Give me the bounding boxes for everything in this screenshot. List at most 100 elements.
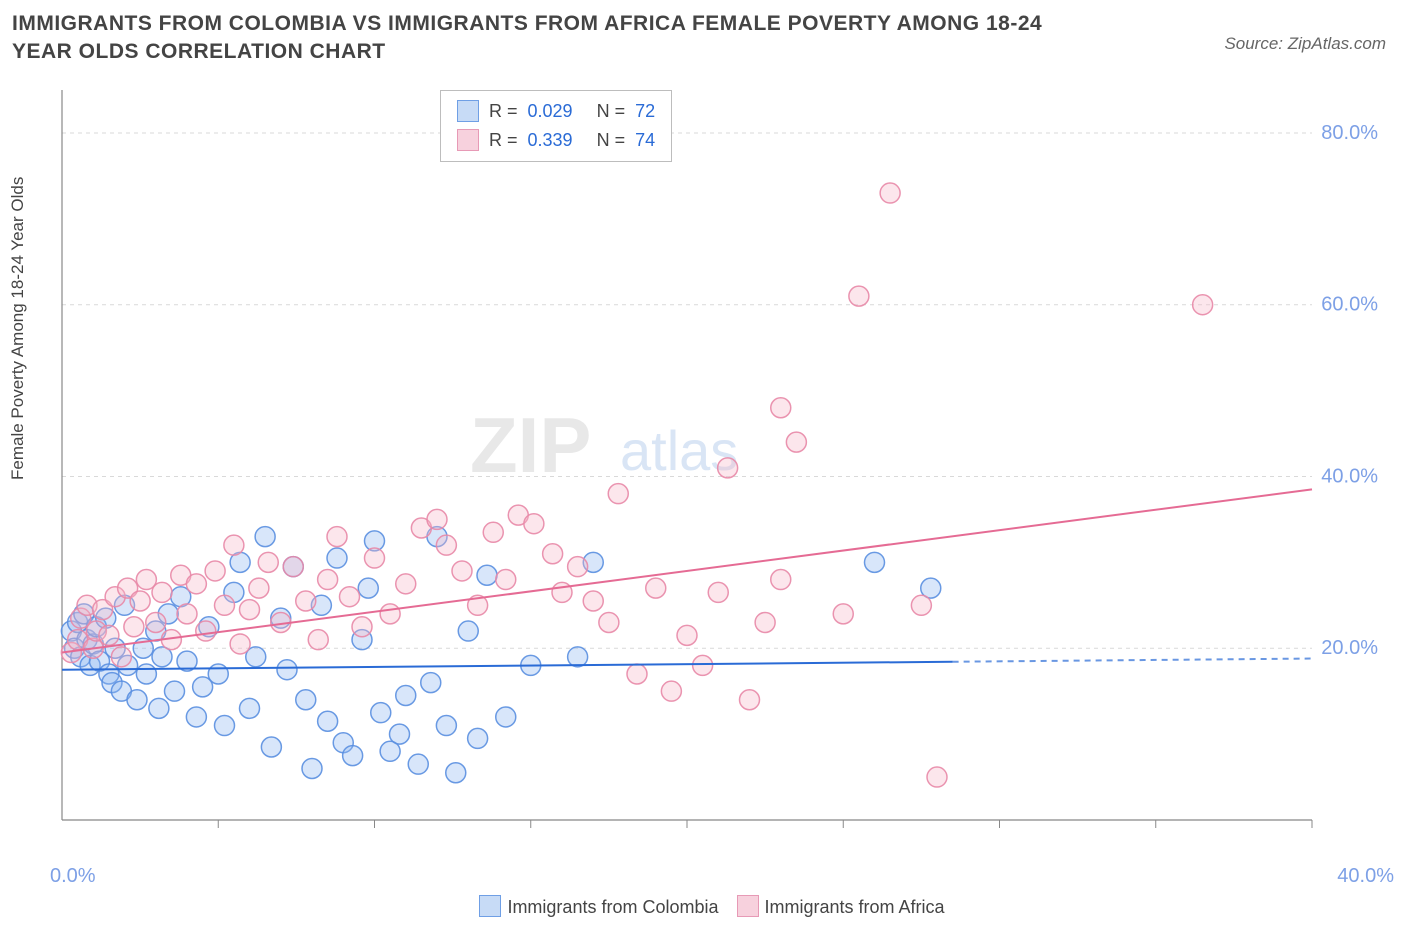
data-point	[215, 595, 235, 615]
stat-r-label: R =	[489, 126, 518, 155]
data-point	[124, 617, 144, 637]
legend-swatch	[457, 100, 479, 122]
data-point	[865, 552, 885, 572]
data-point	[296, 591, 316, 611]
data-point	[599, 612, 619, 632]
data-point	[408, 754, 428, 774]
data-point	[427, 509, 447, 529]
data-point	[208, 664, 228, 684]
data-point	[436, 716, 456, 736]
data-point	[661, 681, 681, 701]
data-point	[261, 737, 281, 757]
trend-line-extrapolated	[953, 659, 1312, 662]
x-axis-origin-label: 0.0%	[50, 865, 96, 888]
x-axis-end-label: 40.0%	[1337, 865, 1394, 888]
stats-row: R = 0.029N = 72	[457, 97, 655, 126]
data-point	[677, 625, 697, 645]
data-point	[755, 612, 775, 632]
stat-n-label: N =	[597, 97, 626, 126]
data-point	[230, 634, 250, 654]
svg-text:20.0%: 20.0%	[1321, 637, 1378, 659]
data-point	[483, 522, 503, 542]
data-point	[318, 711, 338, 731]
data-point	[130, 591, 150, 611]
data-point	[308, 630, 328, 650]
data-point	[452, 561, 472, 581]
legend-label: Immigrants from Colombia	[507, 897, 718, 917]
scatter-chart: 20.0%40.0%60.0%80.0%	[42, 80, 1382, 850]
data-point	[371, 703, 391, 723]
data-point	[496, 707, 516, 727]
data-point	[568, 647, 588, 667]
data-point	[396, 574, 416, 594]
data-point	[296, 690, 316, 710]
data-point	[177, 604, 197, 624]
data-point	[240, 600, 260, 620]
svg-text:60.0%: 60.0%	[1321, 294, 1378, 316]
data-point	[390, 724, 410, 744]
svg-text:80.0%: 80.0%	[1321, 122, 1378, 144]
data-point	[224, 535, 244, 555]
data-point	[496, 570, 516, 590]
data-point	[524, 514, 544, 534]
data-point	[258, 552, 278, 572]
data-point	[568, 557, 588, 577]
data-point	[327, 527, 347, 547]
data-point	[358, 578, 378, 598]
data-point	[396, 685, 416, 705]
data-point	[583, 591, 603, 611]
stat-r-value: 0.339	[528, 126, 573, 155]
data-point	[127, 690, 147, 710]
data-point	[446, 763, 466, 783]
y-axis-label: Female Poverty Among 18-24 Year Olds	[8, 177, 28, 480]
stat-r-label: R =	[489, 97, 518, 126]
data-point	[771, 570, 791, 590]
data-point	[543, 544, 563, 564]
data-point	[646, 578, 666, 598]
data-point	[327, 548, 347, 568]
data-point	[421, 673, 441, 693]
data-point	[146, 612, 166, 632]
data-point	[205, 561, 225, 581]
stat-n-value: 74	[635, 126, 655, 155]
data-point	[99, 625, 119, 645]
stat-n-label: N =	[597, 126, 626, 155]
data-point	[771, 398, 791, 418]
data-point	[477, 565, 497, 585]
data-point	[249, 578, 269, 598]
data-point	[255, 527, 275, 547]
stats-row: R = 0.339 N = 74	[457, 126, 655, 155]
stats-legend: R = 0.029N = 72R = 0.339 N = 74	[440, 90, 672, 162]
data-point	[240, 698, 260, 718]
data-point	[340, 587, 360, 607]
data-point	[343, 746, 363, 766]
data-point	[718, 458, 738, 478]
legend-swatch	[737, 895, 759, 917]
legend-label: Immigrants from Africa	[765, 897, 945, 917]
legend-swatch	[479, 895, 501, 917]
data-point	[283, 557, 303, 577]
data-point	[196, 621, 216, 641]
data-point	[165, 681, 185, 701]
stat-n-value: 72	[635, 97, 655, 126]
data-point	[911, 595, 931, 615]
data-point	[277, 660, 297, 680]
data-point	[380, 604, 400, 624]
data-point	[708, 582, 728, 602]
data-point	[849, 286, 869, 306]
data-point	[627, 664, 647, 684]
data-point	[927, 767, 947, 787]
data-point	[458, 621, 478, 641]
legend-swatch	[457, 129, 479, 151]
data-point	[302, 758, 322, 778]
data-point	[149, 698, 169, 718]
data-point	[318, 570, 338, 590]
data-point	[468, 728, 488, 748]
data-point	[365, 548, 385, 568]
data-point	[215, 716, 235, 736]
data-point	[786, 432, 806, 452]
data-point	[608, 484, 628, 504]
data-point	[136, 664, 156, 684]
series-legend: Immigrants from Colombia Immigrants from …	[0, 895, 1406, 918]
data-point	[833, 604, 853, 624]
